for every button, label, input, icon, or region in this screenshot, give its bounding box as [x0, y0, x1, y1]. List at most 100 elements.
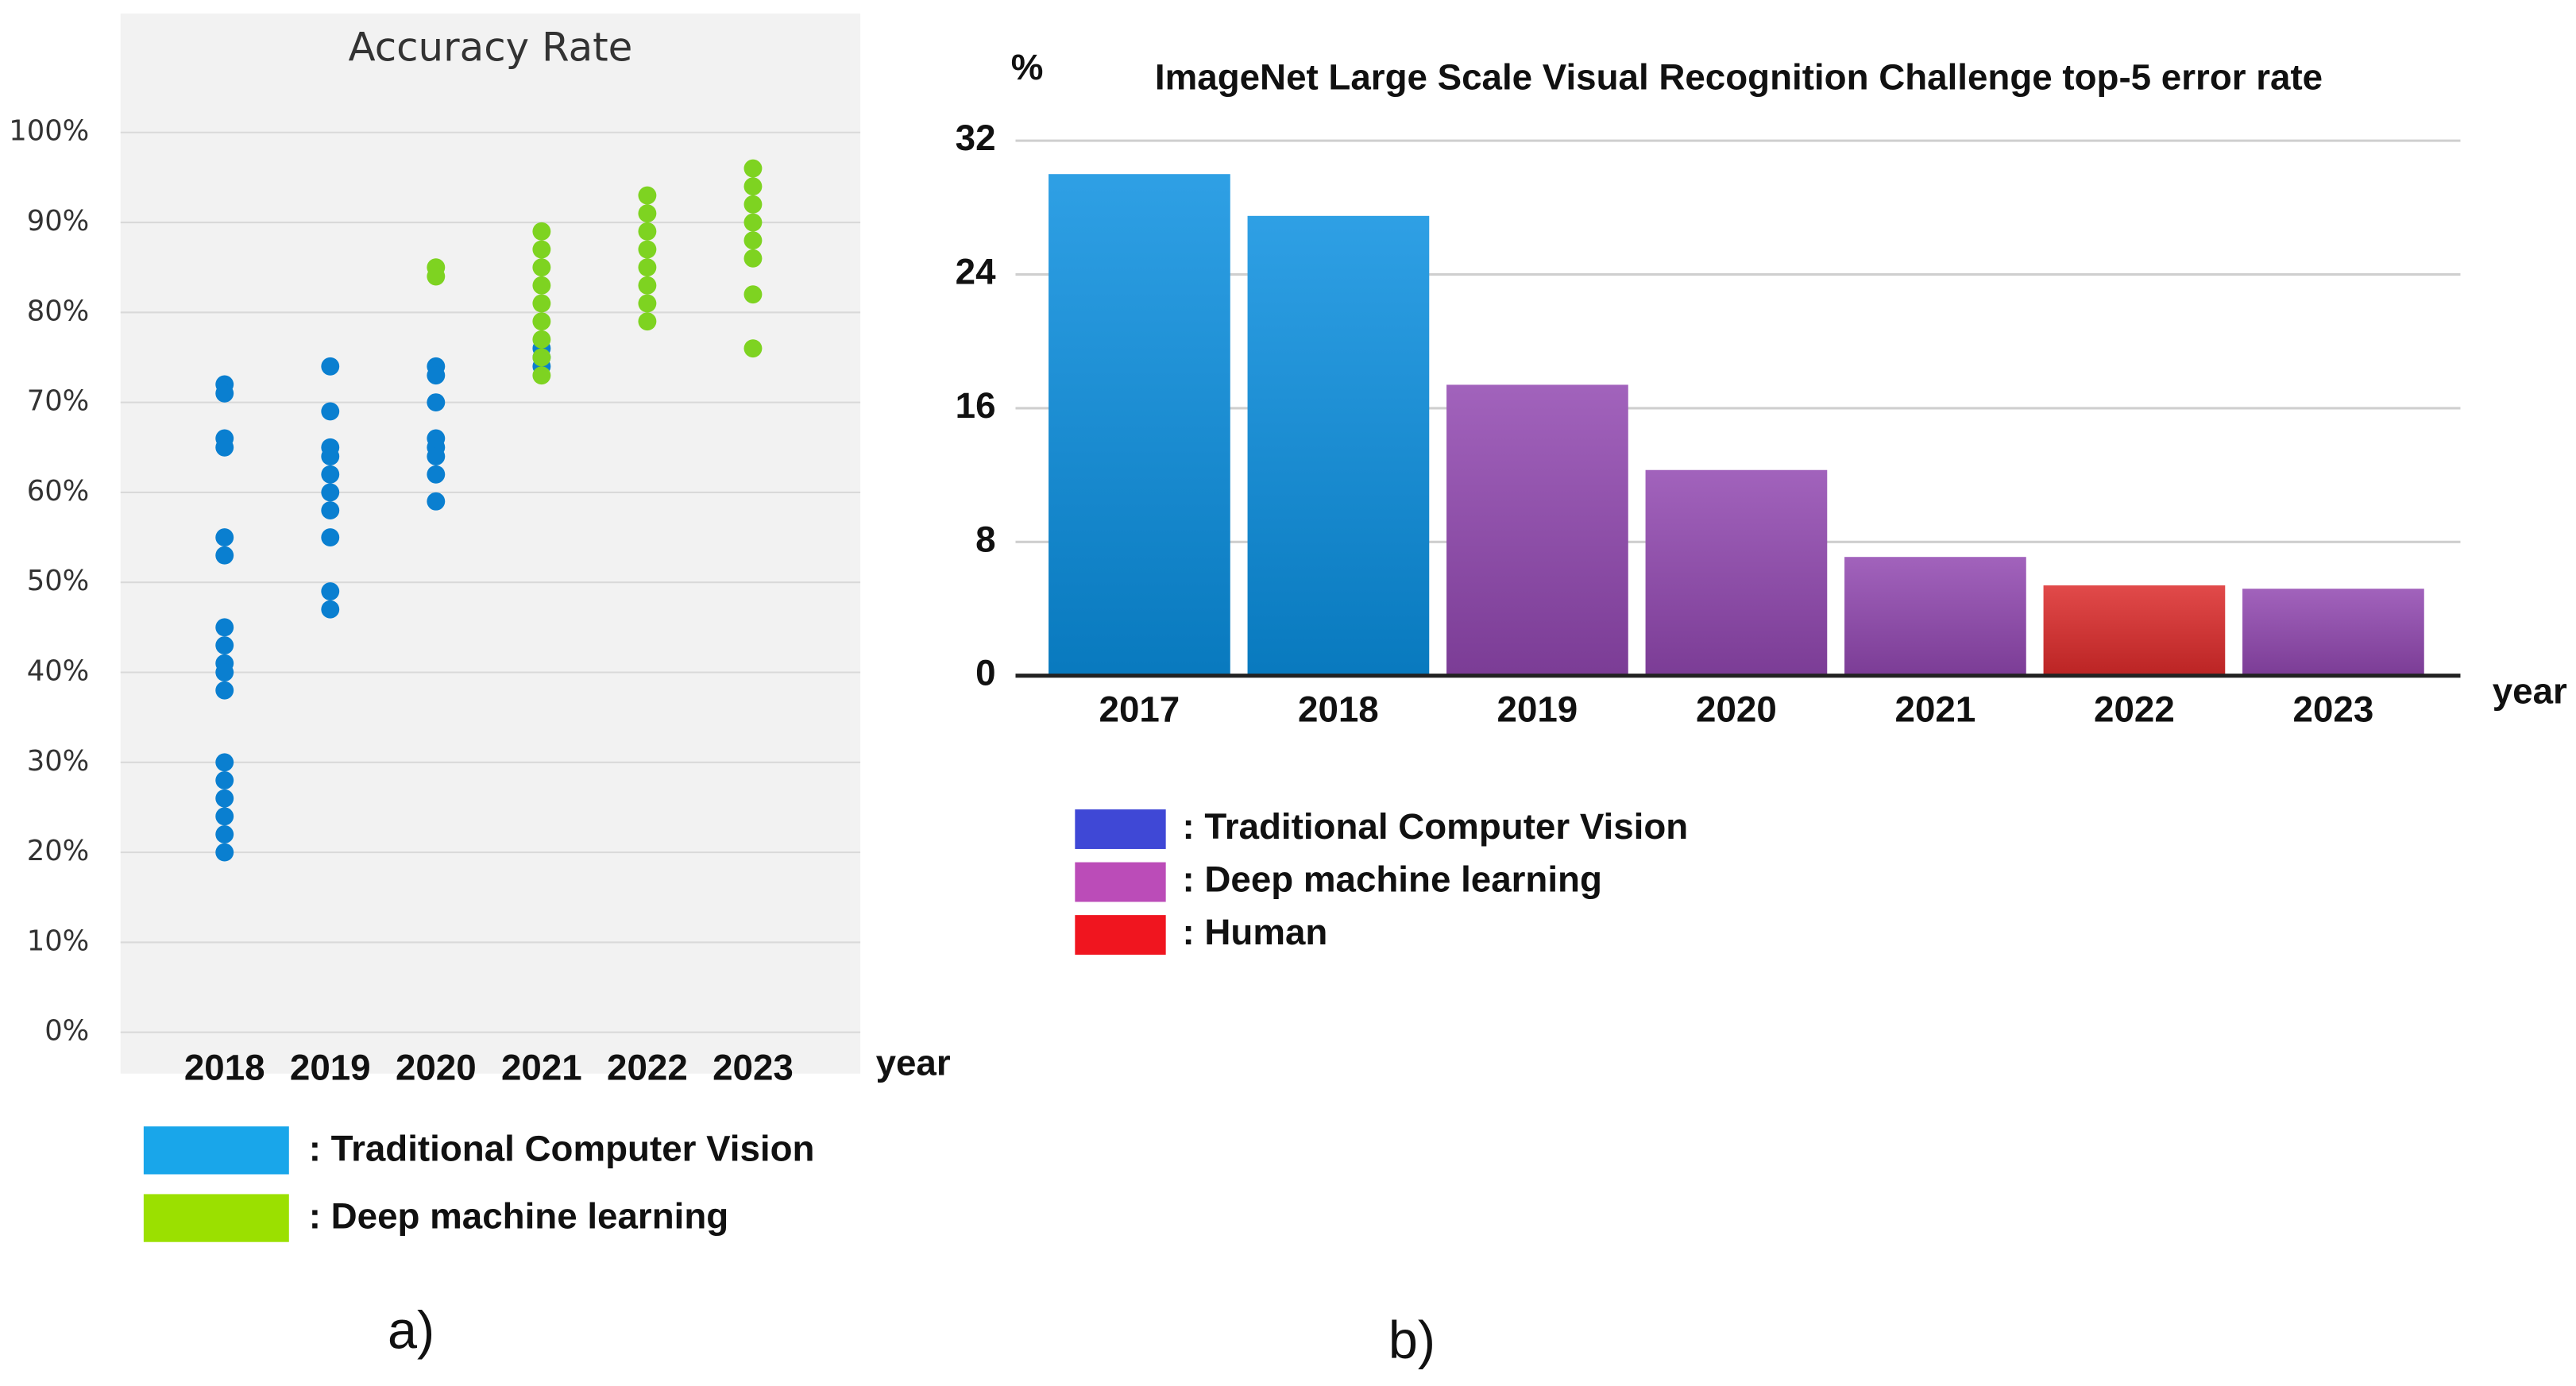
- data-point: [215, 843, 234, 862]
- x-axis-label: year: [2493, 671, 2567, 712]
- data-point: [215, 789, 234, 808]
- x-tick-label: 2022: [2094, 689, 2175, 729]
- x-tick-label: 2020: [396, 1048, 477, 1088]
- y-tick-label: 90%: [27, 205, 90, 237]
- data-point: [215, 546, 234, 565]
- x-tick-label: 2021: [1895, 689, 1976, 729]
- y-tick-label: 0: [975, 653, 995, 693]
- y-tick-label: 10%: [27, 925, 90, 957]
- legend-swatch: [1075, 862, 1166, 902]
- data-point: [638, 240, 657, 259]
- y-tick-label: 24: [956, 252, 996, 292]
- y-axis-label: %: [1011, 47, 1044, 87]
- caption: a): [388, 1302, 434, 1361]
- data-point: [321, 528, 340, 547]
- data-point: [743, 159, 763, 178]
- x-axis-label: year: [876, 1042, 951, 1083]
- bar-shade: [2242, 589, 2424, 676]
- y-tick-label: 0%: [44, 1015, 89, 1048]
- x-tick-label: 2017: [1099, 689, 1180, 729]
- legend-swatch: [1075, 915, 1166, 955]
- y-tick-label: 16: [956, 385, 996, 426]
- bar-shade: [2043, 585, 2226, 676]
- y-tick-label: 30%: [27, 745, 90, 778]
- data-point: [215, 663, 234, 681]
- data-point: [427, 267, 446, 286]
- y-tick-label: 20%: [27, 835, 90, 867]
- data-point: [427, 447, 446, 466]
- x-tick-label: 2023: [2293, 689, 2374, 729]
- caption: b): [1388, 1311, 1435, 1370]
- data-point: [321, 357, 340, 376]
- data-point: [321, 600, 340, 619]
- legend-swatch: [143, 1126, 289, 1175]
- data-point: [532, 240, 551, 259]
- y-tick-label: 50%: [27, 565, 90, 597]
- data-point: [638, 312, 657, 331]
- data-point: [532, 330, 551, 349]
- x-tick-label: 2019: [290, 1048, 371, 1088]
- data-point: [215, 528, 234, 547]
- x-tick-label: 2023: [713, 1048, 794, 1088]
- data-point: [532, 312, 551, 331]
- data-point: [743, 177, 763, 196]
- data-point: [215, 438, 234, 457]
- data-point: [532, 348, 551, 367]
- legend-swatch: [143, 1194, 289, 1242]
- data-point: [638, 258, 657, 277]
- data-point: [638, 276, 657, 295]
- data-point: [532, 258, 551, 277]
- legend-label: : Deep machine learning: [1182, 859, 1601, 900]
- data-point: [638, 204, 657, 223]
- legend-label: : Deep machine learning: [309, 1196, 728, 1237]
- data-point: [427, 393, 446, 412]
- data-point: [215, 753, 234, 772]
- x-tick-label: 2021: [501, 1048, 582, 1088]
- data-point: [638, 186, 657, 205]
- data-point: [743, 231, 763, 250]
- data-point: [321, 582, 340, 600]
- data-point: [532, 276, 551, 295]
- data-point: [743, 285, 763, 304]
- bar-shade: [1645, 469, 1828, 676]
- bar-shade: [1844, 557, 2026, 676]
- chart-title: Accuracy Rate: [348, 24, 632, 70]
- data-point: [532, 294, 551, 313]
- y-tick-label: 80%: [27, 295, 90, 327]
- data-point: [215, 807, 234, 826]
- legend-swatch: [1075, 809, 1166, 849]
- plot-background: [120, 14, 861, 1074]
- data-point: [532, 366, 551, 385]
- x-tick-label: 2020: [1696, 689, 1777, 729]
- legend-label: : Human: [1182, 912, 1327, 952]
- chart-title: ImageNet Large Scale Visual Recognition …: [1155, 56, 2323, 97]
- data-point: [215, 384, 234, 403]
- data-point: [743, 249, 763, 268]
- y-tick-label: 100%: [9, 115, 89, 148]
- y-tick-label: 8: [975, 519, 995, 559]
- data-point: [427, 492, 446, 511]
- bar-shade: [1049, 174, 1230, 676]
- y-tick-label: 70%: [27, 385, 90, 418]
- data-point: [427, 366, 446, 385]
- x-tick-label: 2018: [1298, 689, 1379, 729]
- data-point: [215, 636, 234, 654]
- x-tick-label: 2018: [184, 1048, 265, 1088]
- y-tick-label: 40%: [27, 655, 90, 688]
- data-point: [215, 681, 234, 700]
- x-tick-label: 2019: [1497, 689, 1578, 729]
- data-point: [743, 339, 763, 358]
- data-point: [321, 501, 340, 520]
- data-point: [215, 825, 234, 844]
- legend-label: : Traditional Computer Vision: [1182, 806, 1688, 847]
- data-point: [638, 222, 657, 241]
- legend-label: : Traditional Computer Vision: [309, 1128, 815, 1168]
- y-tick-label: 32: [956, 118, 996, 158]
- data-point: [321, 402, 340, 421]
- x-tick-label: 2022: [607, 1048, 688, 1088]
- bar-shade: [1446, 384, 1628, 676]
- data-point: [743, 213, 763, 232]
- data-point: [215, 618, 234, 637]
